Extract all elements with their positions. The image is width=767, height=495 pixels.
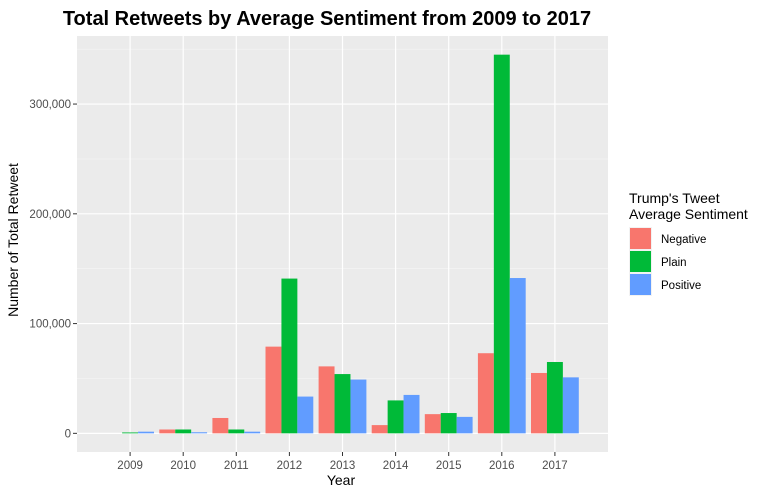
bars (122, 54, 579, 434)
bar-plain-2015 (440, 413, 457, 434)
bar-positive-2017 (562, 377, 579, 434)
bar-negative-2015 (424, 414, 441, 434)
bar-negative-2016 (477, 353, 494, 434)
bar-negative-2013 (318, 366, 335, 434)
bar-plain-2014 (387, 400, 404, 434)
bar-plain-2009 (122, 432, 139, 434)
bar-negative-2012 (265, 346, 282, 434)
bar-positive-2009 (138, 431, 154, 434)
bar-negative-2014 (371, 425, 388, 434)
legend-label-negative: Negative (661, 234, 706, 246)
bar-negative-2011 (212, 417, 229, 434)
x-tick-label: 2014 (383, 460, 409, 472)
x-axis: 2009 2010 2011 2012 2013 2014 2015 2016 2017 (117, 452, 568, 472)
bar-plain-2013 (334, 374, 351, 434)
x-tick-label: 2017 (542, 460, 568, 472)
bar-negative-2010 (159, 429, 176, 434)
x-tick-label: 2012 (277, 460, 303, 472)
bar-plain-2012 (281, 278, 298, 434)
bar-positive-2014 (403, 394, 420, 434)
y-tick-label: 300,000 (29, 99, 71, 111)
chart-title: Total Retweets by Average Sentiment from… (63, 8, 591, 30)
y-axis-title: Number of Total Retweet (5, 163, 21, 317)
bar-negative-2017 (531, 372, 547, 434)
bar-positive-2013 (350, 379, 367, 434)
legend-title: Trump's Tweet (629, 190, 720, 206)
bar-positive-2010 (191, 432, 208, 434)
legend-swatch-negative (630, 228, 651, 249)
x-tick-label: 2016 (489, 460, 515, 472)
bar-plain-2016 (493, 54, 510, 434)
x-tick-label: 2009 (117, 460, 143, 472)
legend-label-positive: Positive (661, 280, 701, 292)
x-tick-label: 2010 (170, 460, 196, 472)
bar-plain-2017 (546, 361, 563, 434)
x-tick-label: 2015 (436, 460, 462, 472)
y-tick-label: 0 (65, 428, 71, 440)
legend-label-plain: Plain (661, 257, 687, 269)
bar-positive-2011 (244, 431, 261, 434)
y-tick-label: 200,000 (29, 209, 71, 221)
bar-positive-2012 (297, 396, 314, 434)
legend-swatch-positive (630, 274, 651, 295)
bar-positive-2016 (509, 278, 526, 434)
x-axis-title: Year (327, 472, 356, 488)
y-tick-label: 100,000 (29, 319, 71, 331)
grid-lines (77, 36, 608, 452)
bar-positive-2015 (456, 416, 473, 434)
legend-swatch-plain (630, 251, 651, 272)
y-axis: 0 100,000 200,000 300,000 (29, 99, 77, 440)
bar-plain-2010 (175, 429, 192, 434)
bar-plain-2011 (228, 429, 245, 434)
x-tick-label: 2013 (330, 460, 356, 472)
x-tick-label: 2011 (224, 460, 249, 472)
legend-title: Average Sentiment (629, 206, 748, 222)
